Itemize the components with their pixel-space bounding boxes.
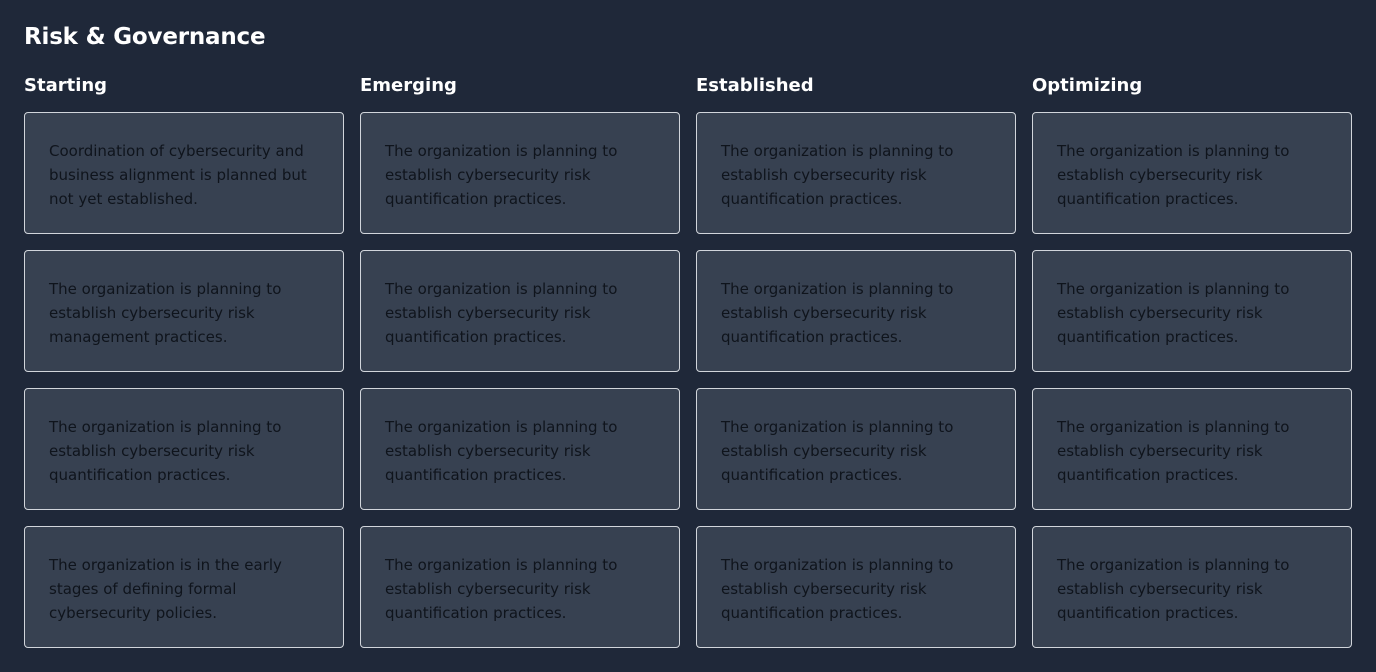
card-description: The organization is in the early stages … bbox=[49, 556, 282, 622]
card-description: The organization is planning to establis… bbox=[49, 418, 282, 484]
column-header: Optimizing bbox=[1032, 75, 1143, 96]
maturity-card[interactable]: The organization is planning to establis… bbox=[360, 112, 680, 234]
card-description: The organization is planning to establis… bbox=[1057, 418, 1290, 484]
column-starting: Starting Coordination of cybersecurity a… bbox=[24, 72, 344, 648]
maturity-card[interactable]: The organization is planning to establis… bbox=[1032, 112, 1352, 234]
maturity-card[interactable]: The organization is planning to establis… bbox=[696, 112, 1016, 234]
column-established: Established The organization is planning… bbox=[696, 72, 1016, 648]
card-description: The organization is planning to establis… bbox=[385, 142, 618, 208]
maturity-card[interactable]: The organization is planning to establis… bbox=[1032, 250, 1352, 372]
column-header: Starting bbox=[24, 75, 108, 96]
card-description: The organization is planning to establis… bbox=[385, 280, 618, 346]
card-description: The organization is planning to establis… bbox=[721, 142, 954, 208]
maturity-board: Starting Coordination of cybersecurity a… bbox=[24, 72, 1352, 648]
maturity-card[interactable]: The organization is in the early stages … bbox=[24, 526, 344, 648]
maturity-card[interactable]: The organization is planning to establis… bbox=[24, 388, 344, 510]
column-header: Emerging bbox=[360, 75, 457, 96]
card-description: The organization is planning to establis… bbox=[721, 418, 954, 484]
card-description: The organization is planning to establis… bbox=[385, 418, 618, 484]
maturity-card[interactable]: Coordination of cybersecurity and busine… bbox=[24, 112, 344, 234]
maturity-card[interactable]: The organization is planning to establis… bbox=[696, 526, 1016, 648]
column-optimizing: Optimizing The organization is planning … bbox=[1032, 72, 1352, 648]
column-emerging: Emerging The organization is planning to… bbox=[360, 72, 680, 648]
maturity-card[interactable]: The organization is planning to establis… bbox=[1032, 526, 1352, 648]
card-description: The organization is planning to establis… bbox=[721, 556, 954, 622]
card-description: The organization is planning to establis… bbox=[1057, 556, 1290, 622]
maturity-card[interactable]: The organization is planning to establis… bbox=[360, 526, 680, 648]
card-description: The organization is planning to establis… bbox=[1057, 142, 1290, 208]
column-header: Established bbox=[696, 75, 814, 96]
card-description: The organization is planning to establis… bbox=[1057, 280, 1290, 346]
card-description: The organization is planning to establis… bbox=[49, 280, 282, 346]
card-description: The organization is planning to establis… bbox=[721, 280, 954, 346]
maturity-card[interactable]: The organization is planning to establis… bbox=[1032, 388, 1352, 510]
card-list: The organization is planning to establis… bbox=[360, 112, 680, 648]
card-description: Coordination of cybersecurity and busine… bbox=[49, 142, 307, 208]
card-list: The organization is planning to establis… bbox=[1032, 112, 1352, 648]
maturity-card[interactable]: The organization is planning to establis… bbox=[696, 250, 1016, 372]
card-description: The organization is planning to establis… bbox=[385, 556, 618, 622]
maturity-card[interactable]: The organization is planning to establis… bbox=[24, 250, 344, 372]
page-title: Risk & Governance bbox=[24, 24, 266, 50]
maturity-card[interactable]: The organization is planning to establis… bbox=[360, 250, 680, 372]
card-list: Coordination of cybersecurity and busine… bbox=[24, 112, 344, 648]
card-list: The organization is planning to establis… bbox=[696, 112, 1016, 648]
maturity-card[interactable]: The organization is planning to establis… bbox=[696, 388, 1016, 510]
maturity-card[interactable]: The organization is planning to establis… bbox=[360, 388, 680, 510]
